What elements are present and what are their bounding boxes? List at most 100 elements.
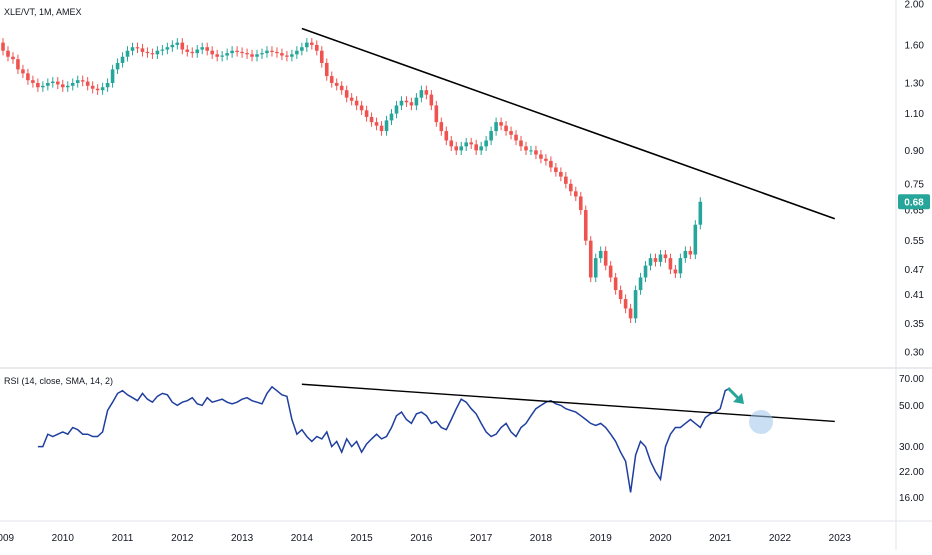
candle-body xyxy=(638,277,643,291)
candle-body xyxy=(623,299,628,309)
candle-body xyxy=(444,131,449,141)
candle-body xyxy=(613,277,618,291)
price-y-axis[interactable]: 2.00 1.60 1.30 1.10 0.90 0.75 0.65 0.55 0.47 0.41… xyxy=(905,0,925,358)
x-tick: 2018 xyxy=(530,533,553,544)
rsi-trendline[interactable] xyxy=(301,383,835,423)
price-y-tick: 0.90 xyxy=(905,146,925,157)
candle-body xyxy=(588,240,593,278)
candle-body xyxy=(658,254,663,262)
price-y-tick: 1.30 xyxy=(905,78,925,89)
symbol-header[interactable]: XLE/VT, 1M, AMEX xyxy=(4,7,82,17)
candle-body xyxy=(628,308,633,319)
candle-body xyxy=(140,48,145,52)
candle-body xyxy=(539,154,543,159)
candle-body xyxy=(245,53,249,55)
candle-body xyxy=(150,53,155,55)
candle-body xyxy=(603,250,608,266)
candle-body xyxy=(369,116,374,123)
rsi-y-axis[interactable]: 70.00 50.00 30.00 22.00 16.00 xyxy=(899,374,924,504)
candle-body xyxy=(578,196,583,211)
candle-body xyxy=(409,102,414,106)
candle-body xyxy=(324,62,329,77)
candle-body xyxy=(384,120,389,132)
candle-body xyxy=(479,146,483,151)
rsi-header[interactable]: RSI (14, close, SMA, 14, 2) xyxy=(4,376,113,386)
candle-body xyxy=(230,50,234,54)
candle-body xyxy=(459,146,464,151)
x-tick: 2012 xyxy=(171,533,194,544)
x-tick: 2016 xyxy=(410,533,433,544)
candle-body xyxy=(474,144,478,151)
candle-body xyxy=(544,158,548,161)
candle-body xyxy=(334,82,339,86)
candle-body xyxy=(46,82,50,86)
candle-body xyxy=(404,100,409,103)
last-price-label: 0.68 xyxy=(904,197,924,208)
candle-body xyxy=(354,100,359,106)
candle-body xyxy=(394,105,399,114)
candle-body xyxy=(6,50,10,57)
breakout-highlight-circle xyxy=(749,410,773,434)
price-y-tick: 2.00 xyxy=(905,0,925,11)
candle-body xyxy=(564,176,568,184)
candle-body xyxy=(499,122,503,126)
candle-body xyxy=(16,59,20,70)
candle-body xyxy=(135,47,140,49)
candle-body xyxy=(90,85,95,89)
candle-body xyxy=(160,49,165,51)
candle-body xyxy=(105,82,110,88)
rsi-pane[interactable] xyxy=(37,383,835,493)
rsi-y-tick: 16.00 xyxy=(899,493,924,504)
candle-body xyxy=(519,140,523,147)
x-tick: 2014 xyxy=(291,533,314,544)
candle-body xyxy=(643,265,648,278)
candle-body xyxy=(364,110,369,117)
price-y-tick: 0.41 xyxy=(905,290,925,301)
candle-body xyxy=(464,142,469,147)
price-pane[interactable] xyxy=(0,27,836,324)
candle-body xyxy=(598,250,603,259)
candle-body xyxy=(429,94,434,106)
candle-body xyxy=(250,54,254,57)
price-trendline[interactable] xyxy=(301,27,836,220)
x-tick: 2017 xyxy=(470,533,493,544)
x-axis[interactable]: 2009 2010 2011 2012 2013 2014 2015 2016 2017 2018… xyxy=(0,533,851,544)
candle-body xyxy=(290,54,294,57)
candle-body xyxy=(524,146,528,151)
candle-body xyxy=(534,150,538,155)
rsi-y-tick: 22.00 xyxy=(899,467,924,478)
candle-body xyxy=(424,90,429,95)
candle-body xyxy=(593,258,598,278)
candle-body xyxy=(21,69,25,74)
rsi-line xyxy=(37,385,731,493)
candle-body xyxy=(75,80,80,83)
candle-body xyxy=(698,201,703,225)
candle-body xyxy=(190,51,195,54)
x-tick: 2009 xyxy=(0,533,15,544)
candle-body xyxy=(494,122,498,132)
candle-body xyxy=(554,167,558,172)
candle-body xyxy=(678,258,683,274)
x-tick: 2015 xyxy=(350,533,373,544)
candle-body xyxy=(60,84,65,88)
x-tick: 2013 xyxy=(231,533,254,544)
candle-body xyxy=(115,62,120,70)
candle-body xyxy=(688,250,693,255)
candle-body xyxy=(95,88,100,91)
x-tick: 2021 xyxy=(709,533,732,544)
candle-body xyxy=(155,50,160,55)
candle-body xyxy=(653,258,658,262)
candle-body xyxy=(310,42,314,45)
candle-body xyxy=(489,131,493,141)
candle-body xyxy=(439,122,444,132)
candle-body xyxy=(469,142,473,145)
price-y-tick: 0.55 xyxy=(905,236,925,247)
candle-body xyxy=(484,140,488,147)
last-price-badge-bg xyxy=(898,194,930,210)
x-tick: 2023 xyxy=(829,533,852,544)
candle-body xyxy=(374,122,379,126)
rsi-y-tick: 30.00 xyxy=(899,442,924,453)
candle-body xyxy=(11,56,15,60)
x-tick: 2020 xyxy=(649,533,672,544)
